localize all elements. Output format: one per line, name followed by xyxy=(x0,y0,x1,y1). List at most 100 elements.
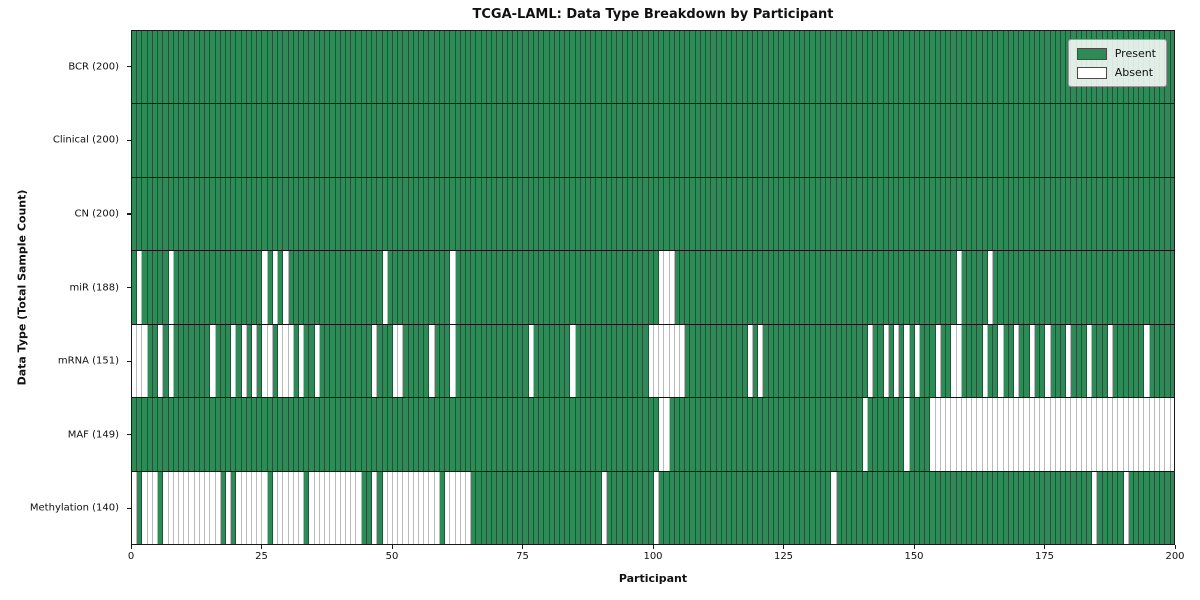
heatmap-cell xyxy=(199,398,206,471)
heatmap-cell xyxy=(852,31,858,104)
heatmap-cell xyxy=(1160,324,1166,398)
heatmap-cell xyxy=(205,104,211,177)
heatmap-cell xyxy=(1055,398,1061,471)
heatmap-cell xyxy=(173,31,179,104)
heatmap-cell xyxy=(539,251,545,324)
heatmap-cell xyxy=(288,177,294,251)
heatmap-cell xyxy=(617,104,623,177)
heatmap-cell xyxy=(815,104,821,177)
heatmap-cell xyxy=(737,324,743,398)
heatmap-cell xyxy=(956,324,962,398)
heatmap-cell xyxy=(507,324,513,398)
heatmap-cell xyxy=(1081,324,1088,398)
heatmap-cell xyxy=(429,31,435,104)
x-tick-label: 150 xyxy=(904,551,924,562)
heatmap-cell xyxy=(878,104,884,177)
heatmap-cell xyxy=(977,31,983,104)
heatmap-cell xyxy=(314,177,320,251)
heatmap-cell xyxy=(1097,177,1103,251)
heatmap-cell xyxy=(178,177,185,251)
heatmap-cell xyxy=(601,177,607,251)
heatmap-cell xyxy=(544,324,550,398)
heatmap-cell xyxy=(413,324,420,398)
heatmap-cell xyxy=(1118,398,1124,471)
heatmap-cell xyxy=(231,104,237,177)
heatmap-cell xyxy=(789,398,795,471)
heatmap-cell xyxy=(408,31,414,104)
heatmap-cell xyxy=(763,471,769,544)
heatmap-cell xyxy=(852,324,858,398)
heatmap-cell xyxy=(450,471,456,544)
heatmap-cell xyxy=(1149,398,1155,471)
heatmap-cell xyxy=(314,31,320,104)
heatmap-cell xyxy=(387,31,393,104)
heatmap-cell xyxy=(893,251,900,324)
heatmap-cell xyxy=(1102,177,1108,251)
heatmap-cell xyxy=(888,251,894,324)
x-axis-label: Participant xyxy=(618,572,688,585)
heatmap-cell xyxy=(246,471,253,544)
heatmap-cell xyxy=(565,324,571,398)
heatmap-cell xyxy=(648,398,654,471)
heatmap-cell xyxy=(700,471,707,544)
heatmap-cell xyxy=(304,104,310,177)
heatmap-cell xyxy=(768,251,774,324)
heatmap-cell xyxy=(246,31,253,104)
heatmap-cell xyxy=(1107,177,1114,251)
heatmap-cell xyxy=(1134,398,1140,471)
heatmap-cell xyxy=(413,471,420,544)
heatmap-cell xyxy=(674,251,680,324)
heatmap-cell xyxy=(1081,104,1088,177)
heatmap-cell xyxy=(946,471,952,544)
heatmap-cell xyxy=(299,398,305,471)
heatmap-cell xyxy=(387,251,393,324)
heatmap-cell xyxy=(325,104,331,177)
heatmap-cell xyxy=(857,31,863,104)
heatmap-cell xyxy=(857,471,863,544)
heatmap-cell xyxy=(241,31,247,104)
heatmap-cell xyxy=(1087,471,1093,544)
heatmap-cell xyxy=(794,471,800,544)
heatmap-cell xyxy=(1066,104,1072,177)
heatmap-cell xyxy=(596,251,602,324)
heatmap-row-Methylation xyxy=(132,471,1174,544)
heatmap-cell xyxy=(434,177,440,251)
heatmap-cell xyxy=(591,471,597,544)
heatmap-cell xyxy=(137,251,143,324)
heatmap-cell xyxy=(309,104,315,177)
heatmap-cell xyxy=(335,471,341,544)
heatmap-cell xyxy=(826,251,832,324)
heatmap-cell xyxy=(1034,471,1041,544)
heatmap-cell xyxy=(293,104,299,177)
heatmap-cell xyxy=(1128,471,1134,544)
heatmap-cell xyxy=(1055,31,1061,104)
heatmap-cell xyxy=(205,31,211,104)
heatmap-cell xyxy=(1149,177,1155,251)
heatmap-cell xyxy=(434,104,440,177)
heatmap-cell xyxy=(1008,471,1014,544)
heatmap-cell xyxy=(481,31,487,104)
heatmap-cell xyxy=(653,471,660,544)
heatmap-cell xyxy=(450,251,456,324)
heatmap-cell xyxy=(706,324,712,398)
heatmap-cell xyxy=(1066,398,1072,471)
heatmap-cell xyxy=(392,104,399,177)
heatmap-cell xyxy=(351,471,357,544)
heatmap-cell xyxy=(737,104,743,177)
y-tick-label: MAF (149) xyxy=(67,429,119,441)
heatmap-cell xyxy=(319,31,326,104)
heatmap-cell xyxy=(800,471,806,544)
heatmap-cell xyxy=(580,177,587,251)
heatmap-cell xyxy=(867,324,874,398)
heatmap-cell xyxy=(643,324,649,398)
heatmap-cell xyxy=(549,471,555,544)
heatmap-cell xyxy=(184,104,190,177)
heatmap-cell xyxy=(878,177,884,251)
heatmap-cell xyxy=(1149,251,1155,324)
heatmap-cell xyxy=(805,104,811,177)
heatmap-cell xyxy=(998,31,1004,104)
heatmap-cell xyxy=(1076,104,1082,177)
heatmap-cell xyxy=(429,177,435,251)
heatmap-cell xyxy=(1045,31,1051,104)
heatmap-cell xyxy=(1076,251,1082,324)
